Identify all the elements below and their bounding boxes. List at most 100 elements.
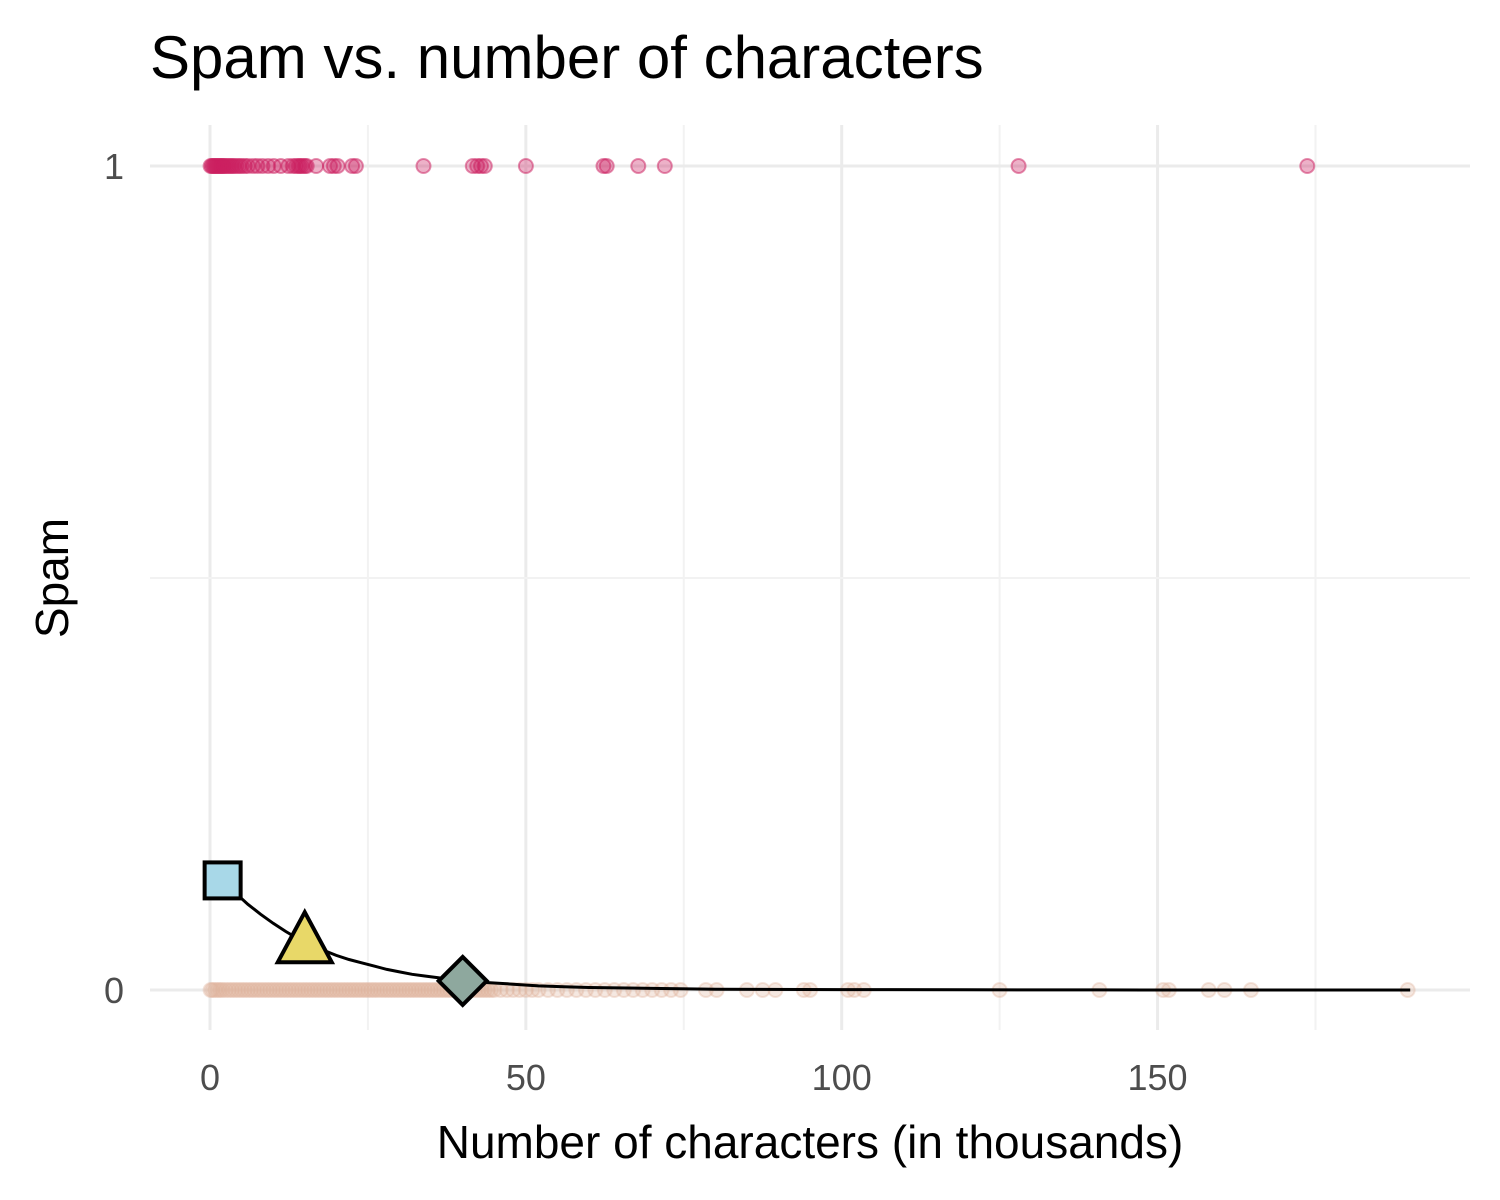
highlighted-markers xyxy=(202,860,490,1008)
not-spam-point xyxy=(224,982,241,998)
not-spam-point xyxy=(407,982,424,998)
not-spam-point xyxy=(217,982,234,998)
not-spam-point xyxy=(281,982,297,998)
not-spam-point xyxy=(331,982,348,998)
chart-title: Spam vs. number of characters xyxy=(150,24,984,91)
diamond-marker xyxy=(435,954,490,1008)
not-spam-point xyxy=(299,982,316,998)
not-spam-point xyxy=(359,982,376,998)
spam-point xyxy=(1299,158,1316,174)
not-spam-point xyxy=(391,982,408,998)
not-spam-point xyxy=(328,982,345,998)
x-axis-title: Number of characters (in thousands) xyxy=(437,1116,1184,1168)
x-tick-label: 150 xyxy=(1128,1057,1188,1098)
not-spam-point xyxy=(296,982,313,998)
not-spam-point xyxy=(239,982,256,998)
not-spam-point xyxy=(353,982,370,998)
not-spam-point xyxy=(388,982,405,998)
spam-point xyxy=(347,158,364,174)
axis-ticks: 0 50 100 150 0 1 xyxy=(104,146,1188,1098)
not-spam-point xyxy=(334,982,351,998)
not-spam-point xyxy=(214,982,231,998)
not-spam-point xyxy=(341,982,357,998)
not-spam-point xyxy=(410,982,427,998)
gridlines xyxy=(150,125,1470,1030)
not-spam-point xyxy=(252,982,269,998)
spam-point xyxy=(308,158,325,174)
not-spam-point xyxy=(378,982,395,998)
not-spam-point xyxy=(306,982,323,998)
not-spam-point xyxy=(318,982,335,998)
not-spam-point xyxy=(511,982,528,998)
not-spam-point xyxy=(344,982,361,998)
not-spam-point xyxy=(634,982,651,998)
not-spam-point xyxy=(265,982,282,998)
not-spam-point xyxy=(204,982,221,998)
not-spam-point xyxy=(385,982,402,998)
not-spam-point xyxy=(644,982,661,998)
not-spam-point xyxy=(246,982,263,998)
y-tick-label: 1 xyxy=(104,146,124,187)
spam-point xyxy=(254,158,271,174)
not-spam-point xyxy=(429,982,446,998)
not-spam-point xyxy=(312,982,329,998)
not-spam-point xyxy=(625,982,642,998)
not-spam-point xyxy=(350,982,367,998)
not-spam-point xyxy=(394,982,411,998)
not-spam-point xyxy=(363,982,380,998)
not-spam-point xyxy=(372,982,389,998)
not-spam-point xyxy=(258,982,275,998)
spam-point xyxy=(260,158,277,174)
not-spam-point xyxy=(356,982,373,998)
not-spam-point xyxy=(293,982,310,998)
triangle-marker xyxy=(274,907,336,965)
not-spam-point xyxy=(322,982,338,998)
spam-point xyxy=(415,158,432,174)
x-tick-label: 100 xyxy=(812,1057,872,1098)
not-spam-point xyxy=(202,982,219,998)
spam-point xyxy=(598,158,615,174)
not-spam-point xyxy=(274,982,291,998)
not-spam-point xyxy=(227,982,244,998)
not-spam-point xyxy=(230,982,247,998)
not-spam-point xyxy=(416,982,433,998)
not-spam-point xyxy=(419,982,436,998)
not-spam-point xyxy=(290,982,307,998)
not-spam-point xyxy=(426,982,443,998)
x-tick-label: 0 xyxy=(200,1057,220,1098)
not-spam-point xyxy=(236,982,253,998)
not-spam-point xyxy=(315,982,332,998)
not-spam-point xyxy=(366,982,383,998)
not-spam-point xyxy=(347,982,364,998)
not-spam-point xyxy=(262,982,278,998)
not-spam-point xyxy=(268,982,285,998)
not-spam-point xyxy=(271,982,288,998)
not-spam-point xyxy=(325,982,342,998)
not-spam-point xyxy=(413,982,430,998)
not-spam-point xyxy=(207,982,224,998)
not-spam-point xyxy=(401,982,417,998)
fitted-curve xyxy=(221,879,1411,992)
y-axis-title: Spam xyxy=(26,518,78,638)
spam-point xyxy=(1010,158,1027,174)
not-spam-point xyxy=(255,982,272,998)
not-spam-point xyxy=(375,982,392,998)
not-spam-point xyxy=(382,982,398,998)
spam-point xyxy=(517,158,534,174)
not-spam-point xyxy=(287,982,304,998)
not-spam-point xyxy=(212,982,229,998)
not-spam-point xyxy=(233,982,250,998)
not-spam-point xyxy=(369,982,386,998)
not-spam-point xyxy=(397,982,414,998)
not-spam-point xyxy=(277,982,294,998)
not-spam-point xyxy=(221,982,237,998)
spam-point xyxy=(329,158,346,174)
not-spam-point xyxy=(337,982,354,998)
spam-point xyxy=(249,158,266,174)
not-spam-point xyxy=(423,982,440,998)
square-marker xyxy=(202,860,243,901)
x-tick-label: 50 xyxy=(506,1057,546,1098)
not-spam-point xyxy=(249,982,266,998)
not-spam-point xyxy=(284,982,301,998)
